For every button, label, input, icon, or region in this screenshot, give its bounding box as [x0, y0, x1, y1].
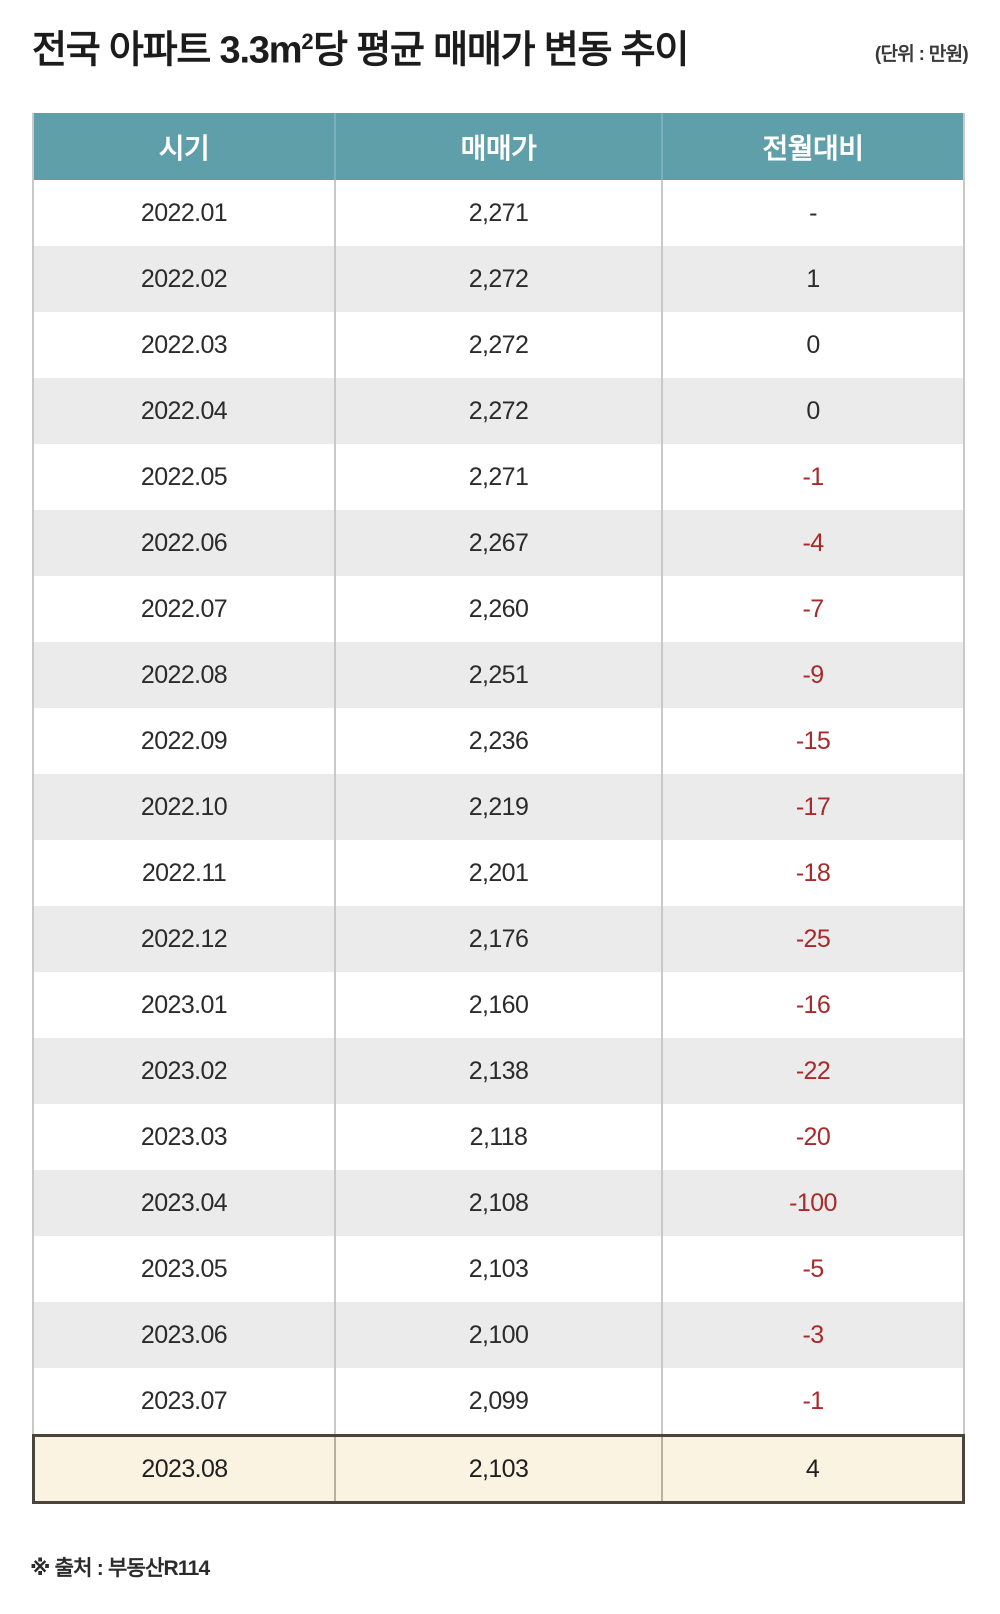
unit-note: (단위 : 만원)	[874, 43, 969, 65]
cell-period: 2023.05	[140, 1254, 228, 1283]
table-row: 2022.06 2,267 -4	[34, 510, 963, 576]
cell-delta: -20	[795, 1122, 831, 1151]
table-row: 2022.03 2,272 0	[34, 312, 963, 378]
title-text-before-superscript: 전국 아파트 3.3m	[32, 29, 303, 72]
cell-period: 2023.07	[140, 1386, 228, 1415]
table-row: 2022.10 2,219 -17	[34, 774, 963, 840]
table-row: 2022.08 2,251 -9	[34, 642, 963, 708]
cell-delta: 0	[806, 396, 820, 425]
table-row: 2023.06 2,100 -3	[34, 1302, 963, 1368]
title-row: 전국 아파트 3.3m2당 평균 매매가 변동 추이 (단위 : 만원)	[32, 29, 969, 92]
cell-price: 2,272	[334, 312, 663, 378]
page-title: 전국 아파트 3.3m2당 평균 매매가 변동 추이	[32, 29, 689, 72]
cell-period: 2023.03	[140, 1122, 228, 1151]
cell-delta: -4	[802, 528, 824, 557]
cell-period: 2023.04	[140, 1188, 228, 1217]
source-note: ※ 출처 : 부동산R114	[30, 1557, 210, 1580]
cell-price: 2,260	[334, 576, 663, 642]
cell-period: 2022.11	[141, 858, 227, 887]
cell-delta: -25	[795, 924, 831, 953]
cell-period: 2022.12	[140, 924, 228, 953]
price-trend-table: 시기 매매가 전월대비 2022.01 2,271-2022.02 2,272 1 20…	[32, 113, 965, 1504]
cell-price: 2,099	[334, 1368, 663, 1434]
cell-period: 2022.05	[140, 462, 228, 491]
table-row: 2022.09 2,236 -15	[34, 708, 963, 774]
table-row: 2022.11 2,201 -18	[34, 840, 963, 906]
cell-delta: -18	[795, 858, 831, 887]
cell-price: 2,108	[334, 1170, 663, 1236]
table-row: 2023.01 2,160 -16	[34, 972, 963, 1038]
cell-period: 2023.06	[140, 1320, 228, 1349]
cell-delta: -100	[789, 1188, 837, 1217]
cell-price: 2,271	[334, 180, 663, 246]
column-header-delta: 전월대비	[762, 132, 864, 164]
cell-period: 2022.10	[140, 792, 228, 821]
cell-period: 2022.06	[140, 528, 228, 557]
cell-price: 2,219	[334, 774, 663, 840]
cell-price: 2,103	[334, 1437, 663, 1501]
cell-delta: -1	[802, 1386, 824, 1415]
table-body: 2022.01 2,271-2022.02 2,272 1 2022.03 2,272 0 2…	[32, 180, 965, 1504]
cell-delta: -15	[795, 726, 831, 755]
cell-delta: -17	[795, 792, 831, 821]
column-header-price: 매매가	[334, 113, 663, 180]
cell-delta: -7	[802, 594, 824, 623]
cell-period: 2022.03	[140, 330, 228, 359]
cell-delta: -1	[802, 462, 824, 491]
cell-price: 2,251	[334, 642, 663, 708]
cell-period: 2022.02	[140, 264, 228, 293]
table-row: 2022.01 2,271 -	[34, 180, 963, 246]
cell-period: 2023.08	[141, 1454, 228, 1483]
cell-period: 2022.08	[140, 660, 228, 689]
table-header-row: 시기 매매가 전월대비	[34, 113, 963, 180]
table-row: 2023.04 2,108 -100	[34, 1170, 963, 1236]
cell-price: 2,103	[334, 1236, 663, 1302]
cell-delta: -9	[802, 660, 824, 689]
table-row: 2023.07 2,099 -1	[34, 1368, 963, 1434]
cell-price: 2,118	[334, 1104, 663, 1170]
cell-delta: 1	[806, 264, 820, 293]
cell-period: 2022.07	[140, 594, 228, 623]
title-superscript: 2	[301, 29, 314, 54]
table-row: 2022.02 2,272 1	[34, 246, 963, 312]
cell-period: 2022.09	[140, 726, 228, 755]
cell-delta: 4	[805, 1454, 820, 1483]
cell-price: 2,267	[334, 510, 663, 576]
cell-price: 2,176	[334, 906, 663, 972]
cell-price: 2,201	[334, 840, 663, 906]
cell-delta: -	[809, 198, 817, 227]
cell-period: 2023.01	[140, 990, 228, 1019]
table-row: 2023.02 2,138 -22	[34, 1038, 963, 1104]
table-row: 2022.12 2,176 -25	[34, 906, 963, 972]
column-header-period: 시기	[158, 132, 210, 164]
cell-price: 2,138	[334, 1038, 663, 1104]
cell-price: 2,100	[334, 1302, 663, 1368]
table-row: 2023.03 2,118 -20	[34, 1104, 963, 1170]
cell-delta: -3	[802, 1320, 824, 1349]
cell-price: 2,160	[334, 972, 663, 1038]
cell-price: 2,272	[334, 246, 663, 312]
table-row: 2022.04 2,272 0	[34, 378, 963, 444]
table-row: 2023.05 2,103 -5	[34, 1236, 963, 1302]
table-row: 2022.05 2,271 -1	[34, 444, 963, 510]
cell-delta: 0	[806, 330, 820, 359]
cell-price: 2,271	[334, 444, 663, 510]
title-text-after-superscript: 당 평균 매매가 변동 추이	[313, 29, 689, 72]
cell-period: 2023.02	[140, 1056, 228, 1085]
cell-price: 2,236	[334, 708, 663, 774]
cell-period: 2022.04	[140, 396, 228, 425]
cell-period: 2022.01	[140, 198, 228, 227]
cell-delta: -16	[795, 990, 831, 1019]
table-row: 2022.07 2,260 -7	[34, 576, 963, 642]
table-row: 2023.08 2,103 4	[32, 1434, 965, 1504]
cell-delta: -22	[795, 1056, 831, 1085]
cell-price: 2,272	[334, 378, 663, 444]
cell-delta: -5	[802, 1254, 824, 1283]
